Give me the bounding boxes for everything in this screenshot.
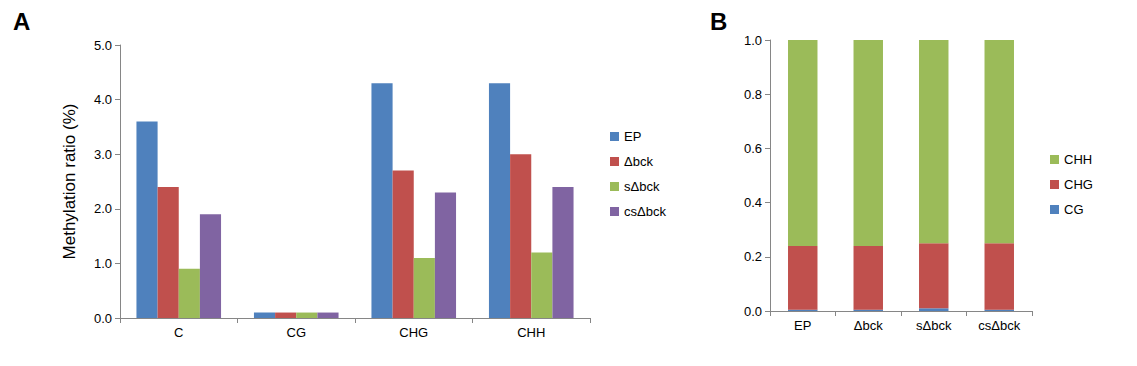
- svg-text:3.0: 3.0: [94, 147, 112, 162]
- svg-text:1.0: 1.0: [744, 33, 762, 48]
- svg-text:Δbck: Δbck: [854, 318, 883, 333]
- svg-text:A: A: [13, 8, 30, 35]
- svg-text:0.8: 0.8: [744, 87, 762, 102]
- svg-text:Δbck: Δbck: [624, 154, 653, 169]
- svg-text:CHH: CHH: [517, 325, 545, 340]
- svg-text:0.2: 0.2: [744, 249, 762, 264]
- svg-text:csΔbck: csΔbck: [624, 204, 666, 219]
- svg-text:CG: CG: [287, 325, 307, 340]
- svg-text:EP: EP: [794, 318, 811, 333]
- svg-text:0.0: 0.0: [744, 304, 762, 319]
- svg-text:0.0: 0.0: [94, 311, 112, 326]
- svg-text:sΔbck: sΔbck: [916, 318, 952, 333]
- svg-text:B: B: [710, 8, 727, 35]
- svg-text:1.0: 1.0: [94, 256, 112, 271]
- svg-text:C: C: [174, 325, 183, 340]
- svg-text:CHG: CHG: [1064, 177, 1093, 192]
- svg-text:2.0: 2.0: [94, 201, 112, 216]
- svg-text:CG: CG: [1064, 202, 1084, 217]
- svg-text:CHG: CHG: [399, 325, 428, 340]
- svg-text:0.4: 0.4: [744, 195, 762, 210]
- svg-text:5.0: 5.0: [94, 38, 112, 53]
- svg-text:sΔbck: sΔbck: [624, 179, 660, 194]
- svg-text:Methylation ratio (%): Methylation ratio (%): [60, 104, 79, 260]
- svg-text:CHH: CHH: [1064, 152, 1092, 167]
- svg-text:EP: EP: [624, 129, 641, 144]
- svg-text:0.6: 0.6: [744, 141, 762, 156]
- svg-text:csΔbck: csΔbck: [978, 318, 1020, 333]
- svg-text:4.0: 4.0: [94, 92, 112, 107]
